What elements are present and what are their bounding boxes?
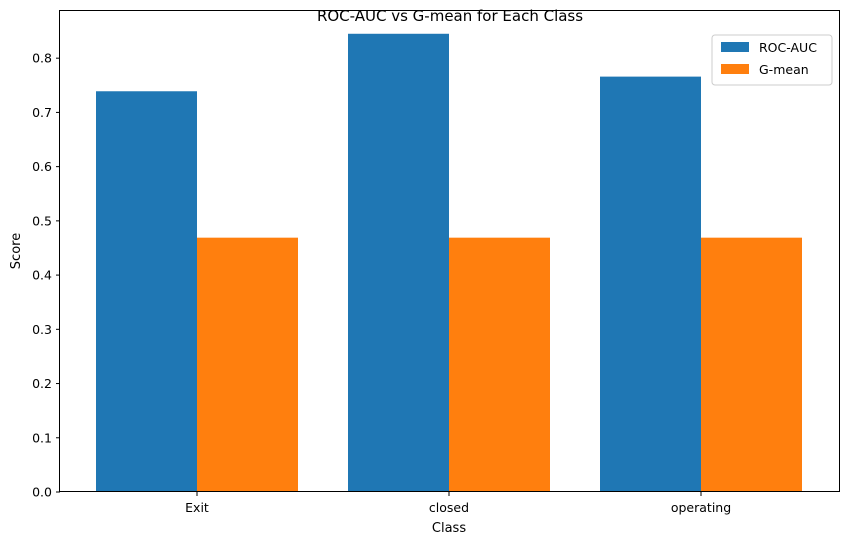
bar-roc-auc-exit	[96, 91, 197, 492]
y-tick-label: 0.7	[32, 105, 52, 120]
y-tick-label: 0.4	[32, 268, 52, 283]
bar-roc-auc-operating	[600, 76, 701, 493]
x-tick-label: Exit	[185, 500, 209, 515]
y-tick-label: 0.6	[32, 159, 52, 174]
bar-g-mean-operating	[701, 237, 802, 492]
y-tick-label: 0.5	[32, 213, 52, 228]
bars	[96, 33, 802, 493]
legend-label-g-mean: G-mean	[759, 62, 809, 77]
chart-title: ROC-AUC vs G-mean for Each Class	[317, 7, 583, 25]
y-tick-label: 0.1	[32, 430, 52, 445]
y-tick-label: 0.2	[32, 376, 52, 391]
plot-frame	[59, 10, 840, 492]
y-tick-label: 0.0	[32, 485, 52, 500]
legend-swatch-roc-auc	[721, 42, 749, 52]
plot-area: 0.0 0.1 0.2 0.3 0.4 0.5 0.6 0.7 0.8 Exit closed op…	[32, 10, 840, 515]
bar-roc-auc-closed	[348, 33, 449, 493]
x-tick-label: closed	[429, 500, 469, 515]
bar-g-mean-exit	[197, 237, 298, 492]
legend: ROC-AUC G-mean	[711, 34, 833, 86]
legend-label-roc-auc: ROC-AUC	[759, 40, 817, 55]
x-axis-title: Class	[432, 521, 466, 536]
bar-g-mean-closed	[449, 237, 550, 492]
y-axis-ticks: 0.0 0.1 0.2 0.3 0.4 0.5 0.6 0.7 0.8	[32, 51, 60, 500]
y-tick-label: 0.3	[32, 322, 52, 337]
x-tick-label: operating	[671, 500, 731, 515]
y-axis-title: Score	[9, 233, 24, 269]
y-tick-label: 0.8	[32, 51, 52, 66]
x-axis-ticks: Exit closed operating	[185, 492, 731, 515]
legend-swatch-g-mean	[721, 64, 749, 74]
